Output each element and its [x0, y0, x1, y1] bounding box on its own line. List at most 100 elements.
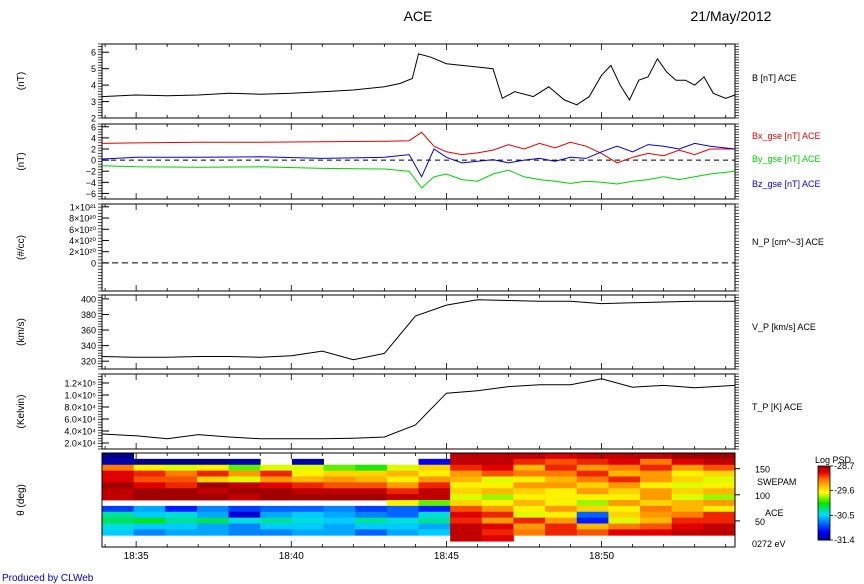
heatmap-cell: [291, 494, 324, 501]
heatmap-cell: [671, 482, 704, 489]
heatmap-cell: [640, 511, 673, 519]
heatmap-cell: [291, 464, 324, 472]
heatmap-cell: [165, 494, 198, 501]
heatmap-cell: [228, 523, 261, 530]
colorbar-segment: [818, 505, 830, 508]
heatmap-cell: [102, 494, 135, 501]
heatmap-cell: [640, 482, 673, 489]
heatmap-cell: [323, 482, 356, 489]
y-tick-label: 340: [81, 341, 96, 351]
heatmap-cell: [165, 517, 198, 524]
series-line-2: [101, 165, 736, 189]
heatmap-cell: [291, 505, 324, 513]
heatmap-cell: [703, 517, 736, 524]
heatmap-cell: [196, 482, 229, 489]
heatmap-cell: [671, 517, 704, 524]
heatmap-cell: [165, 482, 198, 489]
heatmap-cell: [608, 482, 641, 489]
heatmap-cell: [481, 535, 514, 542]
heatmap-cell: [102, 529, 135, 536]
heatmap-cell: [608, 488, 641, 495]
theta-tick-label: 100: [755, 491, 770, 501]
heatmap-cell: [640, 500, 673, 507]
y-tick-label: 3: [91, 97, 96, 107]
colorbar-segment: [818, 532, 830, 535]
colorbar-segment: [818, 491, 830, 494]
colorbar-segment: [818, 515, 830, 518]
heatmap-cell: [545, 505, 578, 513]
heatmap-cell: [703, 500, 736, 507]
heatmap-cell: [513, 482, 546, 489]
heatmap-cell: [228, 511, 261, 519]
heatmap-cell: [576, 505, 609, 513]
heatmap-cell: [418, 494, 451, 501]
heatmap-cell: [102, 511, 135, 519]
colorbar-segment: [818, 533, 830, 536]
heatmap-cell: [165, 458, 198, 466]
x-tick-label: 18:50: [589, 551, 614, 562]
heatmap-cell: [671, 505, 704, 513]
heatmap-cell: [102, 476, 135, 483]
instrument-label: SWEPAM: [757, 477, 796, 487]
panel-frame: [101, 452, 736, 548]
heatmap-cell: [481, 505, 514, 513]
heatmap-cell: [545, 517, 578, 524]
heatmap-cell: [481, 523, 514, 530]
colorbar-segment: [818, 480, 830, 483]
y-tick-label: 380: [81, 310, 96, 320]
heatmap-cell: [291, 523, 324, 530]
y-tick-label: 6: [91, 122, 96, 132]
heatmap-cell: [703, 494, 736, 501]
heatmap-cell: [545, 458, 578, 466]
heatmap-cell: [545, 494, 578, 501]
colorbar-tick-label: -31.4: [834, 535, 855, 545]
heatmap-cell: [355, 517, 388, 524]
heatmap-cell: [576, 482, 609, 489]
heatmap-cell: [165, 470, 198, 477]
heatmap-cell: [228, 476, 261, 483]
heatmap-cell: [671, 523, 704, 530]
panel-frame: [101, 294, 736, 370]
colorbar-segment: [818, 527, 830, 530]
heatmap-cell: [608, 476, 641, 483]
panel-5: (Kelvin) 2.0×10⁴ 4.0×10⁴ 6.0×10⁴ 8.0×10⁴ 1.0×…: [16, 373, 802, 450]
colorbar-segment: [818, 520, 830, 522]
series-line-1: [101, 299, 735, 361]
heatmap-cell: [260, 511, 293, 519]
heatmap-cell: [513, 517, 546, 524]
heatmap-cell: [260, 529, 293, 536]
heatmap-cell: [323, 511, 356, 519]
heatmap-cell: [513, 476, 546, 483]
heatmap-cell: [291, 511, 324, 519]
heatmap-cell: [703, 529, 736, 536]
y-tick-label: 1.2×10⁵: [64, 379, 96, 389]
heatmap-cell: [450, 482, 483, 489]
heatmap-cell: [228, 488, 261, 495]
colorbar-segment: [818, 537, 830, 540]
heatmap-cell: [323, 464, 356, 472]
heatmap-cell: [703, 482, 736, 489]
colorbar-segment: [818, 523, 830, 526]
heatmap-cell: [513, 500, 546, 507]
heatmap-cell: [196, 529, 229, 536]
heatmap-cell: [355, 511, 388, 519]
heatmap-cell: [418, 517, 451, 524]
colorbar-segment: [818, 469, 830, 472]
heatmap-cell: [576, 529, 609, 536]
heatmap-cell: [165, 529, 198, 536]
y-tick-label: 320: [81, 357, 96, 367]
y-tick-label: 1×10²¹: [70, 202, 96, 212]
colorbar-segment: [818, 493, 830, 495]
heatmap-cell: [576, 494, 609, 501]
y-tick-label: 1.0×10⁵: [64, 391, 96, 401]
heatmap-cell: [418, 476, 451, 483]
heatmap-cell: [481, 511, 514, 519]
colorbar-segment: [818, 494, 830, 497]
heatmap-cell: [481, 494, 514, 501]
heatmap-cell: [418, 511, 451, 519]
heatmap-cell: [671, 464, 704, 472]
heatmap-cell: [418, 464, 451, 472]
heatmap-cell: [576, 500, 609, 507]
heatmap-cell: [133, 470, 166, 477]
heatmap-cell: [196, 517, 229, 524]
